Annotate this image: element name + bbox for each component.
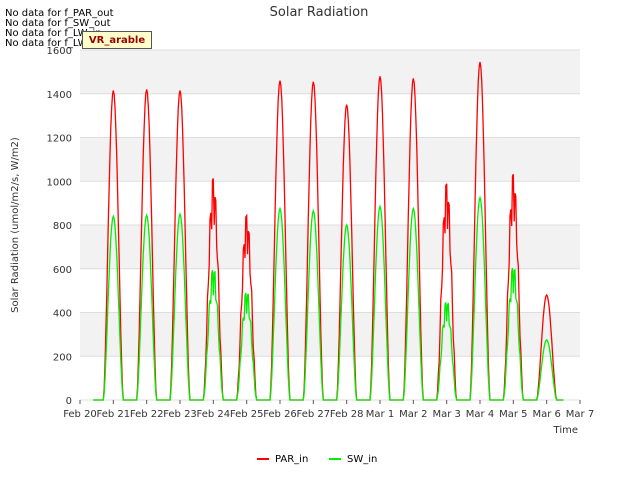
x-tick-label: Feb 23 (163, 409, 197, 420)
x-tick-label: Mar 1 (366, 409, 394, 420)
y-tick-label: 1600 (47, 46, 72, 57)
x-tick-label: Feb 21 (97, 409, 131, 420)
grid-band (80, 50, 580, 94)
y-axis-label: Solar Radiation (umol/m2/s, W/m2) (10, 137, 21, 313)
y-tick-label: 600 (53, 265, 72, 276)
legend: PAR_in SW_in (0, 454, 640, 470)
x-tick-label: Feb 20 (63, 409, 97, 420)
x-tick-label: Mar 7 (566, 409, 594, 420)
legend-label-par-in: PAR_in (275, 454, 309, 465)
x-tick-label: Mar 4 (466, 409, 494, 420)
x-tick-label: Mar 2 (399, 409, 427, 420)
x-tick-label: Feb 28 (330, 409, 364, 420)
no-data-message: No data for f_PAR_out (5, 8, 114, 19)
no-data-message: No data for f_LW_in (5, 28, 102, 39)
y-tick-label: 0 (66, 396, 72, 407)
legend-swatch-sw-in (329, 458, 341, 460)
x-tick-label: Feb 25 (230, 409, 264, 420)
y-tick-label: 800 (53, 221, 72, 232)
legend-item-par-in: PAR_in (257, 454, 308, 465)
x-tick-label: Mar 3 (432, 409, 460, 420)
no-data-message: No data for f_SW_out (5, 18, 111, 29)
legend-swatch-par-in (257, 458, 269, 460)
grid-band (80, 312, 580, 357)
x-tick-label: Mar 6 (532, 409, 560, 420)
grid-band (80, 137, 580, 182)
grid-band (80, 225, 580, 269)
x-tick-label: Feb 27 (297, 409, 331, 420)
site-badge: VR_arable (82, 31, 152, 49)
x-tick-label: Feb 22 (130, 409, 164, 420)
no-data-message: No data for f_LW_out (5, 38, 109, 49)
y-tick-label: 200 (53, 352, 72, 363)
legend-label-sw-in: SW_in (347, 454, 378, 465)
y-tick-label: 1000 (47, 177, 72, 188)
legend-item-sw-in: SW_in (329, 454, 377, 465)
chart-title: Solar Radiation (270, 5, 369, 20)
x-tick-label: Feb 26 (263, 409, 297, 420)
x-axis-label: Time (553, 425, 578, 436)
x-tick-label: Feb 24 (197, 409, 231, 420)
x-tick-label: Mar 5 (499, 409, 527, 420)
y-tick-label: 400 (53, 309, 72, 320)
y-tick-label: 1400 (47, 90, 72, 101)
y-tick-label: 1200 (47, 134, 72, 145)
series-line-sw-in (93, 195, 564, 401)
